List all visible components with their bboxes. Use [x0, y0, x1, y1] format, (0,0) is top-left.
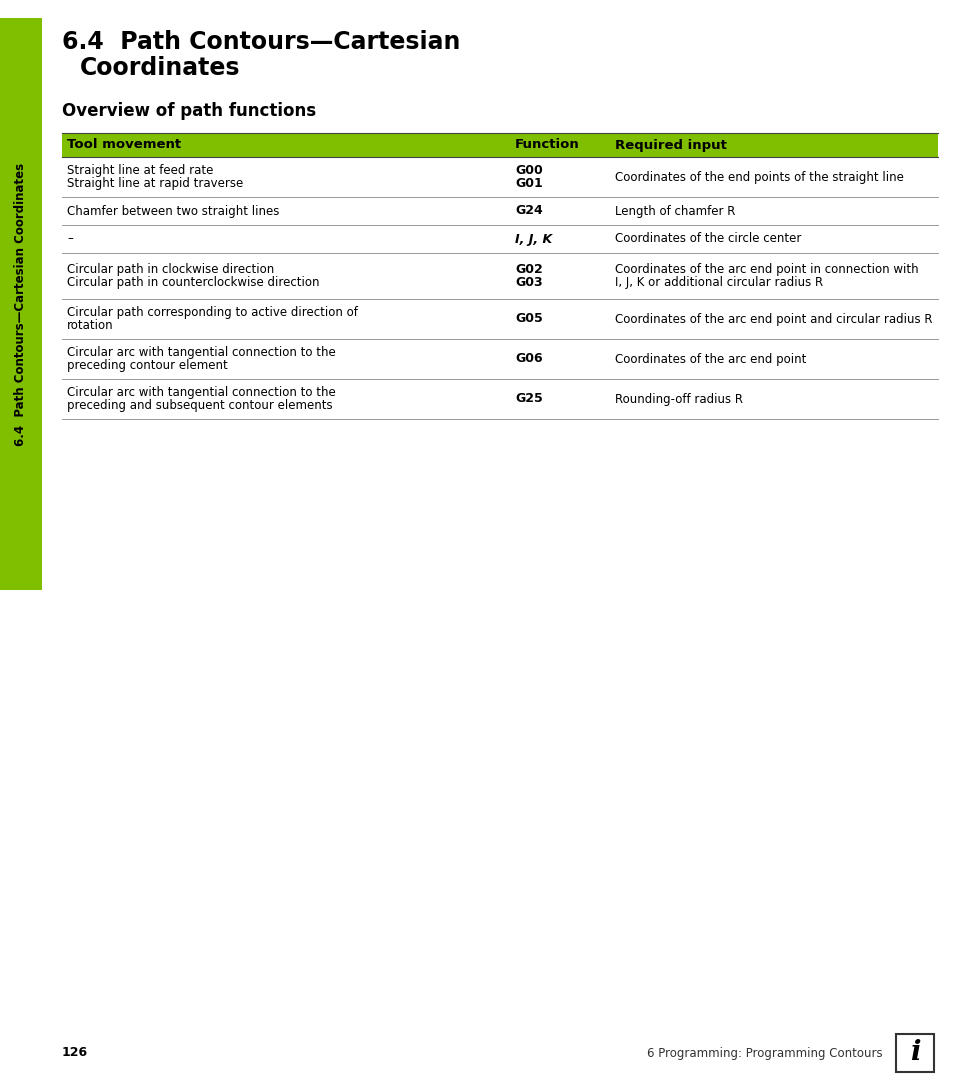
Text: Tool movement: Tool movement [67, 139, 181, 152]
Text: Circular arc with tangential connection to the: Circular arc with tangential connection … [67, 386, 335, 398]
Text: Length of chamfer R: Length of chamfer R [615, 204, 735, 217]
Text: G01: G01 [515, 177, 542, 190]
Bar [62, 197, 937, 225]
Text: 6 Programming: Programming Contours: 6 Programming: Programming Contours [647, 1046, 882, 1059]
Text: I, J, K: I, J, K [515, 232, 552, 245]
Bar [62, 225, 937, 253]
Text: I, J, K or additional circular radius R: I, J, K or additional circular radius R [615, 276, 822, 289]
Text: 126: 126 [62, 1046, 88, 1059]
Text: Coordinates of the arc end point in connection with: Coordinates of the arc end point in conn… [615, 263, 918, 276]
Text: G24: G24 [515, 204, 542, 217]
Text: Chamfer between two straight lines: Chamfer between two straight lines [67, 204, 279, 217]
Text: 6.4  Path Contours—Cartesian: 6.4 Path Contours—Cartesian [62, 29, 460, 53]
Text: Coordinates of the end points of the straight line: Coordinates of the end points of the str… [615, 170, 902, 183]
Text: Circular arc with tangential connection to the: Circular arc with tangential connection … [67, 346, 335, 359]
Text: i: i [909, 1040, 920, 1067]
Text: Straight line at feed rate: Straight line at feed rate [67, 164, 213, 177]
Bar [62, 299, 937, 339]
Text: Straight line at rapid traverse: Straight line at rapid traverse [67, 177, 243, 190]
Bar [62, 133, 937, 157]
Text: rotation: rotation [67, 320, 113, 333]
Text: Coordinates of the arc end point: Coordinates of the arc end point [615, 352, 805, 365]
Text: –: – [67, 232, 72, 245]
Bar [62, 379, 937, 419]
Text: Rounding-off radius R: Rounding-off radius R [615, 393, 742, 406]
Text: G06: G06 [515, 352, 542, 365]
Bar [62, 253, 937, 299]
FancyBboxPatch shape [895, 1034, 933, 1072]
Text: Required input: Required input [615, 139, 726, 152]
Text: Circular path corresponding to active direction of: Circular path corresponding to active di… [67, 305, 357, 319]
Text: Coordinates of the circle center: Coordinates of the circle center [615, 232, 801, 245]
Text: Circular path in clockwise direction: Circular path in clockwise direction [67, 263, 274, 276]
Text: 6.4  Path Contours—Cartesian Coordinates: 6.4 Path Contours—Cartesian Coordinates [14, 163, 28, 445]
Bar [0, 17, 42, 590]
Text: preceding contour element: preceding contour element [67, 359, 228, 372]
Text: preceding and subsequent contour elements: preceding and subsequent contour element… [67, 399, 333, 412]
Text: G25: G25 [515, 393, 542, 406]
Text: G05: G05 [515, 312, 542, 325]
Bar [62, 157, 937, 197]
Text: G00: G00 [515, 164, 542, 177]
Text: Function: Function [515, 139, 579, 152]
Text: Circular path in counterclockwise direction: Circular path in counterclockwise direct… [67, 276, 319, 289]
Bar [62, 339, 937, 379]
Text: Coordinates: Coordinates [80, 56, 240, 80]
Text: Coordinates of the arc end point and circular radius R: Coordinates of the arc end point and cir… [615, 312, 931, 325]
Text: Overview of path functions: Overview of path functions [62, 101, 315, 120]
Text: G02: G02 [515, 263, 542, 276]
Text: G03: G03 [515, 276, 542, 289]
